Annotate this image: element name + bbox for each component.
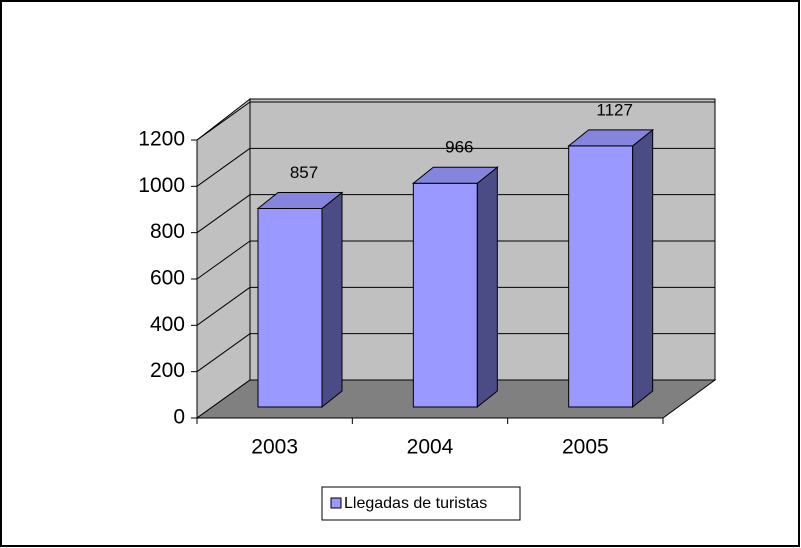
x-tick-label: 2003: [251, 436, 298, 459]
y-tick-label: 600: [150, 267, 185, 290]
grid-line: [196, 101, 251, 141]
x-tick-label: 2004: [407, 436, 454, 459]
bar-top: [411, 166, 499, 184]
data-label: 966: [445, 138, 473, 157]
bar: [567, 128, 655, 409]
bar: [411, 166, 499, 409]
bar-side: [321, 191, 343, 409]
legend-label: Llegadas de turistas: [344, 495, 487, 512]
y-tick-label: 400: [150, 313, 185, 336]
side-wall: [196, 97, 251, 419]
y-tick-label: 1200: [138, 128, 185, 151]
grid-line: [196, 333, 251, 373]
y-tick-label: 1000: [138, 174, 185, 197]
bar-front: [257, 207, 323, 408]
grid-line: [196, 240, 251, 280]
legend-swatch: [330, 497, 342, 509]
grid-line: [196, 147, 251, 187]
data-label: 857: [290, 163, 318, 182]
bar-top: [256, 191, 344, 209]
bar-front: [568, 145, 634, 408]
bar-side: [632, 128, 654, 409]
legend-box: [321, 486, 521, 521]
y-tick-label: 200: [150, 359, 185, 382]
data-label: 1127: [596, 100, 633, 119]
bar: [256, 191, 344, 409]
y-tick-label: 800: [150, 220, 185, 243]
grid-line: [196, 286, 251, 326]
grid-line: [196, 194, 251, 234]
y-tick-label: 0: [173, 406, 185, 429]
bar-front: [412, 182, 478, 408]
x-tick-label: 2005: [562, 436, 609, 459]
bar-side: [476, 166, 498, 409]
bar-top: [567, 129, 655, 147]
